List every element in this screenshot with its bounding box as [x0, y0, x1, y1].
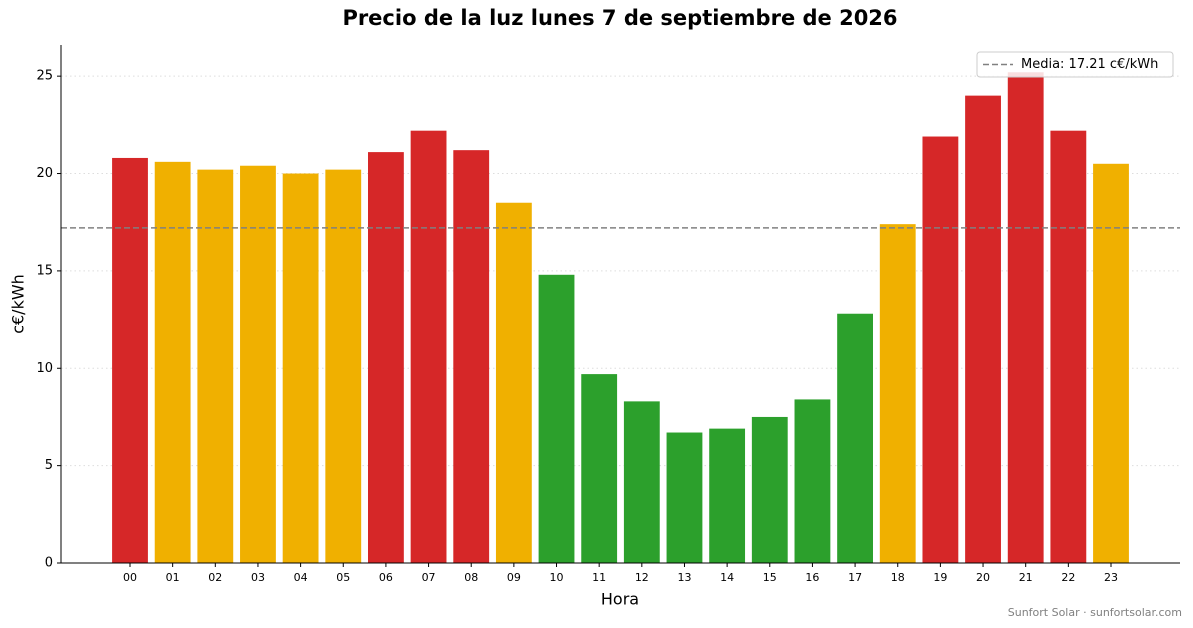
bar — [154, 161, 191, 563]
y-tick-label: 20 — [36, 166, 53, 181]
y-tick-label: 0 — [45, 556, 53, 571]
x-tick-label: 20 — [976, 571, 990, 584]
x-axis-label: Hora — [601, 590, 639, 609]
bar — [367, 152, 404, 563]
bar — [922, 136, 959, 564]
bar — [325, 169, 362, 563]
legend-box — [976, 51, 1174, 78]
x-tick-label: 15 — [763, 571, 777, 584]
x-tick-label: 21 — [1019, 571, 1033, 584]
x-tick-label: 07 — [422, 571, 436, 584]
y-tick-label: 25 — [36, 69, 53, 84]
bar — [837, 313, 874, 563]
bar — [410, 130, 447, 563]
x-tick-label: 03 — [251, 571, 265, 584]
x-tick-label: 01 — [166, 571, 180, 584]
bar — [1093, 163, 1129, 563]
x-tick-label: 13 — [677, 571, 691, 584]
x-tick-label: 06 — [379, 571, 393, 584]
x-tick-label: 17 — [848, 571, 862, 584]
x-tick-label: 22 — [1061, 571, 1075, 584]
bar — [879, 224, 916, 563]
bar — [538, 274, 575, 563]
bar — [112, 157, 148, 563]
legend-label: Media: 17.21 c€/kWh — [1021, 57, 1158, 72]
x-tick-label: 11 — [592, 571, 606, 584]
x-tick-label: 08 — [464, 571, 478, 584]
x-tick-label: 12 — [635, 571, 649, 584]
x-tick-label: 16 — [805, 571, 819, 584]
x-tick-label: 02 — [208, 571, 222, 584]
bar — [666, 432, 703, 563]
bar — [197, 169, 234, 563]
bar — [965, 95, 1001, 563]
chart-title: Precio de la luz lunes 7 de septiembre d… — [342, 6, 897, 30]
bar — [1007, 72, 1044, 564]
y-axis-label: c€/kWh — [9, 274, 28, 334]
y-tick-label: 5 — [45, 458, 53, 473]
x-tick-label: 09 — [507, 571, 521, 584]
y-tick-label: 15 — [36, 263, 53, 278]
x-tick-label: 04 — [294, 571, 308, 584]
bar — [794, 399, 831, 563]
x-tick-label: 10 — [550, 571, 564, 584]
x-tick-label: 23 — [1104, 571, 1118, 584]
bar — [495, 202, 532, 563]
bar — [751, 416, 788, 563]
x-tick-label: 19 — [933, 571, 947, 584]
x-tick-label: 05 — [336, 571, 350, 584]
footer: Sunfort Solar · sunfortsolar.com — [1008, 606, 1182, 619]
bar — [453, 150, 490, 563]
x-tick-label: 18 — [891, 571, 905, 584]
y-tick-label: 10 — [36, 361, 53, 376]
x-tick-label: 14 — [720, 571, 734, 584]
bar — [581, 374, 618, 563]
bar — [1050, 130, 1087, 563]
bar — [240, 165, 276, 563]
bar — [709, 428, 746, 563]
x-tick-label: 00 — [123, 571, 137, 584]
bar — [623, 401, 660, 563]
bar — [282, 173, 319, 564]
